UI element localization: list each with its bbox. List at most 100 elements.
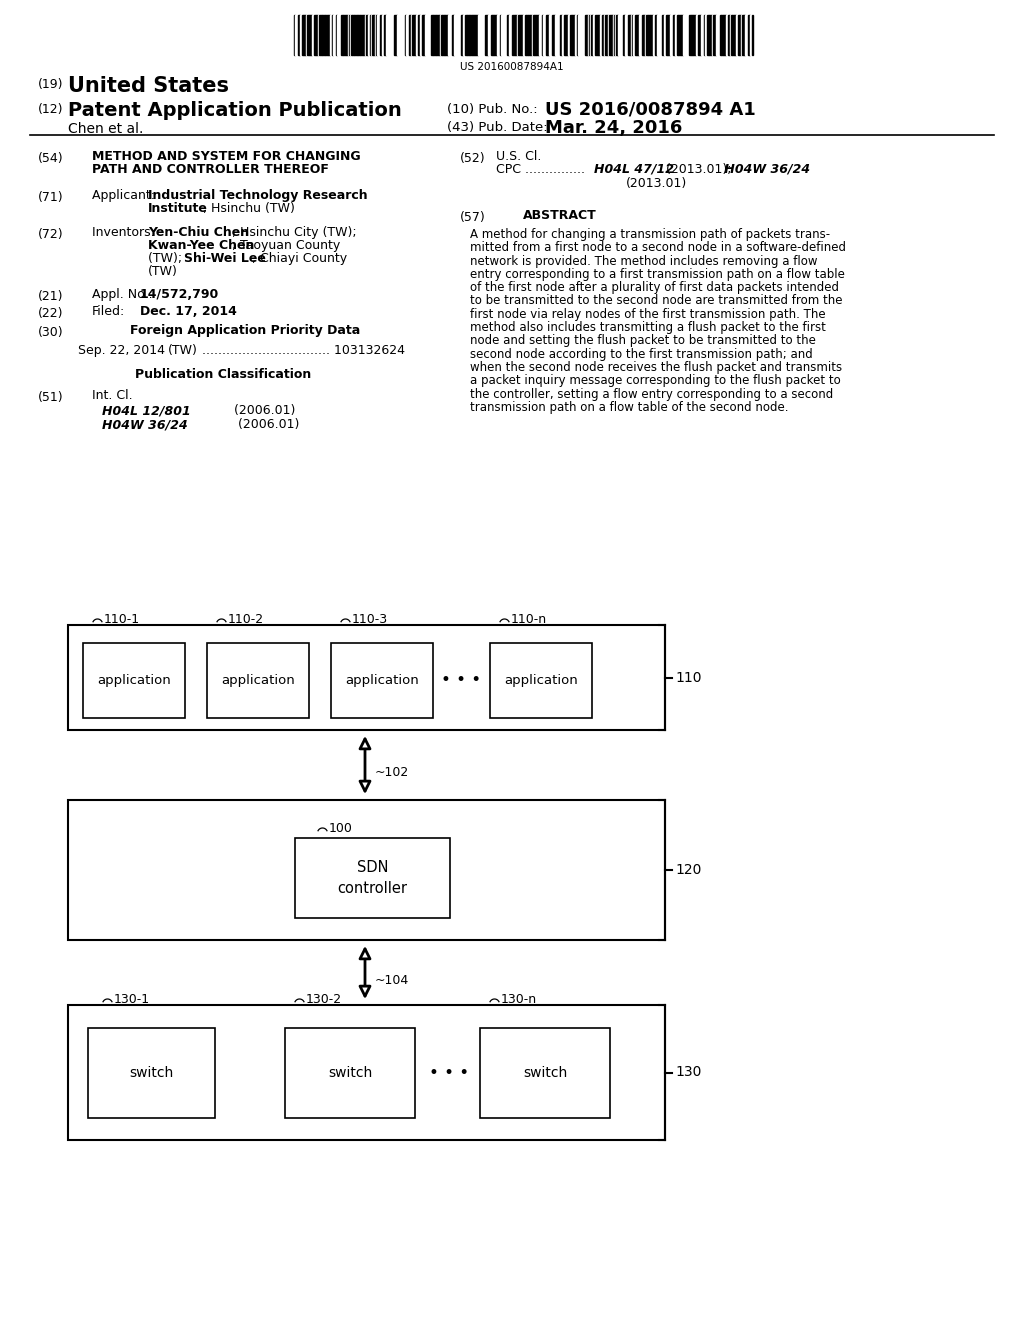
Bar bbox=[442, 15, 444, 55]
Bar bbox=[454, 15, 456, 55]
Bar bbox=[418, 15, 420, 55]
Text: Institute: Institute bbox=[148, 202, 208, 215]
Bar bbox=[570, 15, 572, 55]
Bar bbox=[480, 1028, 610, 1118]
Bar bbox=[566, 15, 568, 55]
Bar bbox=[742, 15, 744, 55]
Text: (54): (54) bbox=[38, 152, 63, 165]
Bar bbox=[547, 15, 549, 55]
Bar bbox=[343, 15, 346, 55]
Text: (2013.01);: (2013.01); bbox=[662, 162, 731, 176]
Bar bbox=[648, 15, 650, 55]
Bar bbox=[600, 15, 602, 55]
Bar bbox=[518, 15, 521, 55]
Bar bbox=[485, 15, 488, 55]
Bar bbox=[312, 15, 314, 55]
Bar bbox=[316, 15, 318, 55]
Text: the controller, setting a flow entry corresponding to a second: the controller, setting a flow entry cor… bbox=[470, 388, 834, 400]
Text: (2013.01): (2013.01) bbox=[626, 177, 687, 190]
Bar bbox=[399, 15, 402, 55]
Text: ~102: ~102 bbox=[375, 767, 410, 780]
Bar bbox=[285, 1028, 415, 1118]
Bar bbox=[581, 15, 584, 55]
Bar bbox=[328, 15, 330, 55]
Bar bbox=[295, 15, 298, 55]
Bar bbox=[489, 15, 490, 55]
Bar bbox=[732, 15, 734, 55]
Bar bbox=[721, 15, 723, 55]
Text: (72): (72) bbox=[38, 228, 63, 242]
Text: , Chiayi County: , Chiayi County bbox=[252, 252, 347, 265]
Bar bbox=[716, 15, 719, 55]
Bar bbox=[536, 15, 538, 55]
Text: Industrial Technology Research: Industrial Technology Research bbox=[148, 189, 368, 202]
Bar bbox=[433, 15, 436, 55]
Bar bbox=[684, 15, 687, 55]
Bar bbox=[333, 15, 336, 55]
Bar bbox=[609, 15, 611, 55]
Text: Filed:: Filed: bbox=[92, 305, 125, 318]
Bar bbox=[544, 15, 546, 55]
Bar bbox=[384, 15, 386, 55]
Bar bbox=[713, 15, 716, 55]
Bar bbox=[689, 15, 691, 55]
Bar bbox=[595, 15, 598, 55]
Bar bbox=[509, 15, 512, 55]
Text: 14/572,790: 14/572,790 bbox=[140, 288, 219, 301]
Bar bbox=[412, 15, 415, 55]
Text: (51): (51) bbox=[38, 391, 63, 404]
Text: (43) Pub. Date:: (43) Pub. Date: bbox=[447, 121, 548, 135]
Bar bbox=[526, 15, 528, 55]
Bar bbox=[568, 15, 570, 55]
Bar bbox=[540, 15, 542, 55]
Bar bbox=[530, 15, 532, 55]
Bar bbox=[650, 15, 653, 55]
Text: application: application bbox=[97, 675, 171, 686]
Bar bbox=[354, 15, 357, 55]
Text: of the first node after a plurality of first data packets intended: of the first node after a plurality of f… bbox=[470, 281, 839, 294]
Text: transmission path on a flow table of the second node.: transmission path on a flow table of the… bbox=[470, 401, 788, 414]
Bar bbox=[593, 15, 595, 55]
Text: when the second node receives the flush packet and transmits: when the second node receives the flush … bbox=[470, 360, 842, 374]
Bar bbox=[397, 15, 399, 55]
Text: • • •: • • • bbox=[441, 671, 481, 689]
Text: (57): (57) bbox=[460, 211, 485, 224]
Bar bbox=[505, 15, 507, 55]
Text: Inventors:: Inventors: bbox=[92, 226, 159, 239]
Bar bbox=[391, 15, 393, 55]
Text: (TW): (TW) bbox=[148, 265, 178, 279]
Bar bbox=[319, 15, 322, 55]
Text: , Hsinchu (TW): , Hsinchu (TW) bbox=[203, 202, 295, 215]
Bar bbox=[88, 1028, 215, 1118]
Text: Sep. 22, 2014: Sep. 22, 2014 bbox=[78, 345, 165, 356]
Text: 130: 130 bbox=[675, 1065, 701, 1080]
Bar bbox=[207, 643, 309, 718]
Bar bbox=[389, 15, 391, 55]
Bar bbox=[705, 15, 707, 55]
Bar bbox=[698, 15, 701, 55]
Bar bbox=[736, 15, 738, 55]
Text: switch: switch bbox=[129, 1067, 174, 1080]
Text: application: application bbox=[345, 675, 419, 686]
Bar bbox=[605, 15, 608, 55]
Bar bbox=[558, 15, 560, 55]
Bar bbox=[664, 15, 666, 55]
Bar bbox=[436, 15, 439, 55]
Bar bbox=[337, 15, 340, 55]
Bar bbox=[463, 15, 465, 55]
Text: 110-3: 110-3 bbox=[352, 612, 388, 626]
Bar bbox=[330, 15, 332, 55]
Text: (2006.01): (2006.01) bbox=[194, 404, 295, 417]
Bar bbox=[416, 15, 418, 55]
Text: US 2016/0087894 A1: US 2016/0087894 A1 bbox=[545, 102, 756, 119]
Bar bbox=[655, 15, 657, 55]
Text: H04L 12/801: H04L 12/801 bbox=[102, 404, 190, 417]
Bar bbox=[352, 15, 354, 55]
Bar bbox=[307, 15, 309, 55]
Bar bbox=[425, 15, 428, 55]
Bar bbox=[673, 15, 675, 55]
Bar bbox=[83, 643, 185, 718]
Text: 110-n: 110-n bbox=[511, 612, 547, 626]
Bar bbox=[325, 15, 328, 55]
Bar bbox=[494, 15, 496, 55]
